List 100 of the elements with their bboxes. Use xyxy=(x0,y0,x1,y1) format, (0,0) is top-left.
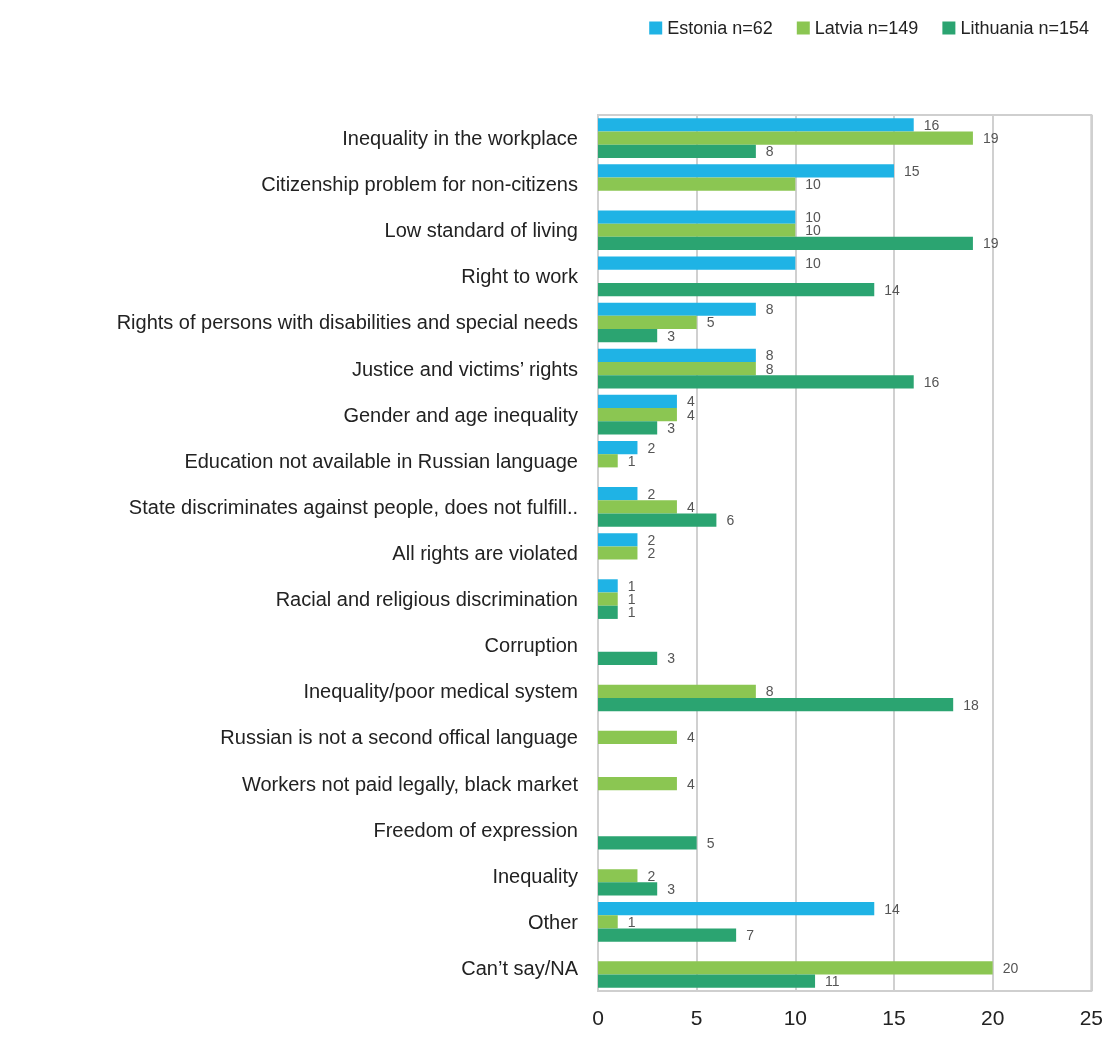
bar xyxy=(598,651,658,666)
y-tick-label: Inequality xyxy=(492,864,578,887)
y-tick-label: Citizenship problem for non-citizens xyxy=(261,173,578,196)
y-tick-label: Corruption xyxy=(484,634,578,657)
data-label: 18 xyxy=(963,696,979,713)
x-tick-label: 25 xyxy=(1079,1006,1103,1029)
y-tick-label: Racial and religious discrimination xyxy=(275,588,578,611)
data-label: 2 xyxy=(647,545,656,561)
y-tick-label: Inequality/poor medical system xyxy=(303,680,578,703)
bar xyxy=(598,164,894,178)
bar xyxy=(598,177,796,191)
bar xyxy=(598,500,677,514)
bar xyxy=(598,869,638,883)
data-label: 1 xyxy=(627,913,636,930)
data-label: 4 xyxy=(686,498,695,515)
bar xyxy=(598,776,677,791)
x-tick-label: 0 xyxy=(592,1006,604,1029)
data-label: 10 xyxy=(805,176,822,193)
bar xyxy=(598,684,756,698)
data-label: 14 xyxy=(884,281,901,298)
data-label: 19 xyxy=(982,235,999,252)
bar xyxy=(598,487,638,501)
data-label: 5 xyxy=(706,314,715,331)
x-tick-label: 15 xyxy=(882,1006,906,1029)
bar xyxy=(598,302,756,316)
y-tick-label: State discriminates against people, does not fulfill.. xyxy=(128,495,578,518)
data-label: 2 xyxy=(647,531,656,548)
bar xyxy=(598,697,954,712)
data-label: 8 xyxy=(765,683,774,700)
data-label: 16 xyxy=(923,116,940,133)
bar xyxy=(598,915,618,929)
data-label: 1 xyxy=(627,452,636,469)
y-tick-label: Other xyxy=(527,910,579,933)
bar xyxy=(598,533,638,547)
data-label: 19 xyxy=(982,130,999,147)
data-label: 3 xyxy=(667,650,676,667)
bar xyxy=(598,144,756,158)
bar xyxy=(598,454,618,468)
bar xyxy=(598,408,677,422)
data-label: 8 xyxy=(765,301,774,318)
data-label: 8 xyxy=(765,143,774,160)
data-label: 20 xyxy=(1002,959,1019,976)
data-label: 14 xyxy=(884,900,901,917)
y-tick-label: Rights of persons with disabilities and special needs xyxy=(116,311,578,334)
bar xyxy=(598,592,618,606)
bar xyxy=(598,223,796,237)
x-tick-label: 20 xyxy=(980,1006,1005,1029)
data-label: 4 xyxy=(686,775,695,792)
data-label: 15 xyxy=(903,162,920,179)
bar xyxy=(598,361,756,376)
bar xyxy=(598,902,875,916)
data-label: 10 xyxy=(805,255,822,272)
y-tick-label: Gender and age inequality xyxy=(343,403,578,426)
data-label: 3 xyxy=(667,327,676,344)
data-label: 4 xyxy=(686,729,695,746)
bar xyxy=(598,131,973,145)
bar xyxy=(598,974,816,988)
y-tick-label: Justice and victims’ rights xyxy=(352,357,578,380)
data-label: 3 xyxy=(667,419,676,436)
y-tick-label: Right to work xyxy=(461,265,579,288)
data-label: 11 xyxy=(825,973,840,990)
y-tick-label: Russian is not a second offical language xyxy=(220,726,578,749)
bar xyxy=(598,210,796,224)
x-tick-label: 5 xyxy=(690,1006,703,1029)
legend-label: Estonia n=62 xyxy=(667,18,773,38)
bar xyxy=(598,329,658,343)
y-tick-label: Freedom of expression xyxy=(373,818,578,841)
bar xyxy=(598,513,717,527)
bar xyxy=(598,315,697,330)
legend-label: Lithuania n=154 xyxy=(960,18,1090,38)
bar xyxy=(598,579,618,593)
y-tick-label: All rights are violated xyxy=(392,542,578,564)
data-label: 1 xyxy=(627,577,636,594)
y-tick-label: Inequality in the workplace xyxy=(342,127,578,150)
legend-label: Latvia n=149 xyxy=(814,18,919,38)
y-tick-label: Education not available in Russian language xyxy=(184,449,578,472)
data-label: 5 xyxy=(706,834,715,851)
data-label: 2 xyxy=(647,439,656,456)
bar xyxy=(598,961,993,975)
bar xyxy=(598,394,677,409)
data-label: 16 xyxy=(923,373,940,390)
data-label: 3 xyxy=(667,880,676,897)
bar xyxy=(598,256,796,270)
bar xyxy=(598,282,875,297)
bar xyxy=(598,348,756,362)
bar xyxy=(598,730,677,745)
data-label: 2 xyxy=(647,867,656,884)
data-label: 7 xyxy=(746,927,755,944)
bar xyxy=(598,546,638,560)
data-label: 6 xyxy=(726,512,735,529)
bar xyxy=(598,836,697,850)
bar xyxy=(598,605,618,619)
bar xyxy=(598,440,638,455)
bar xyxy=(598,421,658,435)
bar xyxy=(598,375,914,389)
y-tick-label: Can’t say/NA xyxy=(461,956,579,979)
bar xyxy=(598,236,973,251)
y-tick-label: Low standard of living xyxy=(384,219,578,242)
bar xyxy=(598,882,658,896)
bar xyxy=(598,118,914,132)
